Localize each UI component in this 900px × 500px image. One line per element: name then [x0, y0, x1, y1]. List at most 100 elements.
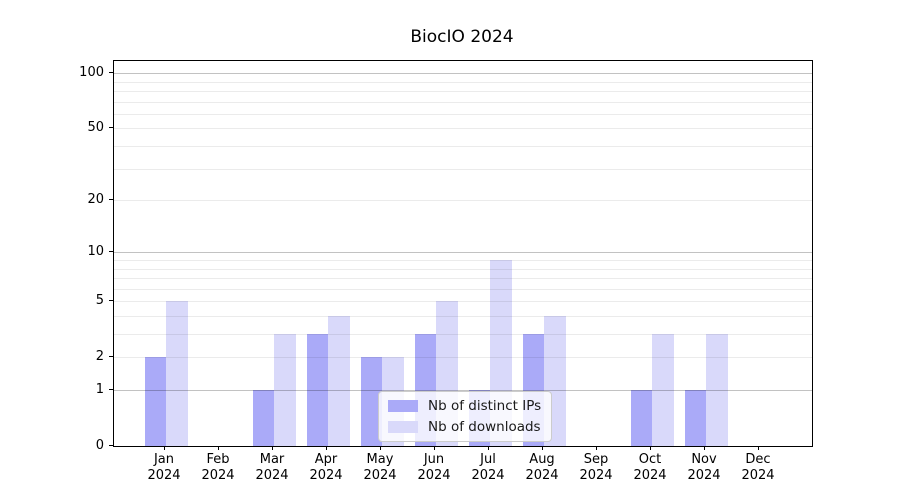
y-tick-mark-2	[109, 355, 113, 357]
legend-swatch-distinct-ips-icon	[388, 400, 418, 412]
x-tick-month: Jan	[153, 452, 175, 467]
x-tick-mark-nov	[703, 446, 705, 450]
x-tick-month: Dec	[745, 452, 771, 467]
gridline-1	[114, 390, 812, 391]
gridline-3	[114, 334, 812, 336]
gridline-50	[114, 128, 812, 130]
bar-distinct-ips-oct	[630, 390, 652, 446]
x-tick-year: 2024	[309, 468, 343, 483]
x-tick-mark-may	[379, 446, 381, 450]
legend-swatch-downloads-icon	[388, 421, 418, 433]
bar-downloads-jan	[166, 301, 188, 446]
gridline-80	[114, 91, 812, 93]
bar-distinct-ips-mar	[252, 390, 274, 446]
x-tick-mark-apr	[325, 446, 327, 450]
x-tick-month: Oct	[638, 452, 662, 467]
x-tick-mark-jan	[163, 446, 165, 450]
x-tick-month: Apr	[314, 452, 338, 467]
y-tick-label-20: 20	[87, 191, 104, 207]
gridline-40	[114, 146, 812, 148]
x-tick-label-oct: Oct 2024	[622, 452, 678, 484]
plot-area	[113, 60, 813, 447]
bar-downloads-oct	[652, 334, 674, 446]
x-tick-label-sep: Sep 2024	[568, 452, 624, 484]
y-tick-mark-1	[109, 388, 113, 390]
y-tick-label-0: 0	[95, 437, 104, 453]
x-tick-label-jul: Jul 2024	[460, 452, 516, 484]
gridline-5	[114, 301, 812, 303]
gridline-20	[114, 200, 812, 202]
bar-downloads-apr	[328, 316, 350, 446]
gridline-10	[114, 252, 812, 254]
legend-label-distinct-ips: Nb of distinct IPs	[428, 398, 542, 414]
y-tick-label-10: 10	[87, 243, 104, 259]
gridline-9	[114, 260, 812, 261]
x-tick-year: 2024	[687, 468, 721, 483]
legend-row-distinct-ips: Nb of distinct IPs	[388, 398, 541, 414]
gridline-8	[114, 268, 812, 270]
x-tick-year: 2024	[579, 468, 613, 483]
x-tick-mark-dec	[757, 446, 759, 450]
y-tick-label-100: 100	[79, 64, 104, 80]
gridline-2	[114, 357, 812, 359]
x-tick-label-aug: Aug 2024	[514, 452, 570, 484]
bar-downloads-nov	[706, 334, 728, 446]
x-tick-label-mar: Mar 2024	[244, 452, 300, 484]
bar-downloads-mar	[274, 334, 296, 446]
x-tick-year: 2024	[201, 468, 235, 483]
y-tick-mark-100	[109, 71, 113, 73]
x-tick-month: May	[366, 452, 394, 467]
bar-distinct-ips-nov	[684, 390, 706, 446]
chart-title: BiocIO 2024	[410, 27, 514, 47]
y-tick-mark-20	[109, 198, 113, 200]
x-tick-label-feb: Feb 2024	[190, 452, 246, 484]
gridline-30	[114, 168, 812, 170]
x-tick-mark-sep	[595, 446, 597, 450]
x-tick-year: 2024	[471, 468, 505, 483]
x-tick-label-dec: Dec 2024	[730, 452, 786, 484]
x-tick-mark-jun	[433, 446, 435, 450]
y-tick-mark-0	[109, 444, 113, 446]
y-tick-label-2: 2	[95, 348, 104, 364]
x-tick-year: 2024	[417, 468, 451, 483]
x-tick-month: Jul	[480, 452, 496, 467]
x-tick-label-apr: Apr 2024	[298, 452, 354, 484]
x-tick-mark-aug	[541, 446, 543, 450]
x-tick-label-may: May 2024	[352, 452, 408, 484]
bar-distinct-ips-apr	[306, 334, 328, 446]
y-tick-label-50: 50	[87, 119, 104, 135]
gridline-7	[114, 278, 812, 280]
x-tick-year: 2024	[525, 468, 559, 483]
gridline-4	[114, 315, 812, 317]
x-tick-year: 2024	[363, 468, 397, 483]
x-tick-month: Nov	[691, 452, 717, 467]
y-tick-label-1: 1	[95, 381, 104, 397]
x-tick-year: 2024	[633, 468, 667, 483]
x-tick-mark-mar	[271, 446, 273, 450]
y-tick-mark-10	[109, 250, 113, 252]
y-tick-mark-50	[109, 126, 113, 128]
gridline-100	[114, 73, 812, 75]
legend-label-downloads: Nb of downloads	[428, 419, 541, 435]
gridline-60	[114, 113, 812, 115]
x-tick-mark-jul	[487, 446, 489, 450]
legend: Nb of distinct IPs Nb of downloads	[378, 391, 553, 442]
x-tick-label-jun: Jun 2024	[406, 452, 462, 484]
y-tick-mark-5	[109, 299, 113, 301]
y-tick-label-5: 5	[95, 292, 104, 308]
x-tick-month: Feb	[206, 452, 230, 467]
x-tick-month: Sep	[583, 452, 609, 467]
x-tick-label-nov: Nov 2024	[676, 452, 732, 484]
x-tick-month: Jun	[423, 452, 445, 467]
gridline-70	[114, 101, 812, 103]
x-tick-mark-oct	[649, 446, 651, 450]
legend-row-downloads: Nb of downloads	[388, 419, 541, 435]
x-tick-mark-feb	[217, 446, 219, 450]
x-tick-label-jan: Jan 2024	[136, 452, 192, 484]
x-tick-year: 2024	[255, 468, 289, 483]
bar-distinct-ips-jan	[144, 357, 166, 446]
x-tick-month: Mar	[259, 452, 285, 467]
x-tick-month: Aug	[529, 452, 555, 467]
gridline-90	[114, 81, 812, 83]
